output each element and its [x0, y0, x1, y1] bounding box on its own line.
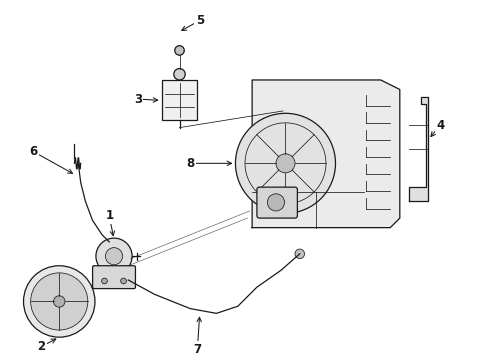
Bar: [162, 80, 197, 121]
Text: 4: 4: [436, 119, 444, 132]
Polygon shape: [252, 80, 400, 228]
Circle shape: [268, 194, 285, 211]
Circle shape: [276, 154, 295, 173]
Text: 5: 5: [196, 14, 204, 27]
Polygon shape: [409, 96, 428, 202]
FancyBboxPatch shape: [93, 266, 135, 289]
Circle shape: [121, 278, 126, 284]
FancyBboxPatch shape: [257, 187, 297, 218]
Circle shape: [101, 278, 107, 284]
Circle shape: [295, 249, 305, 258]
Circle shape: [105, 248, 122, 265]
Text: 3: 3: [134, 93, 142, 105]
Circle shape: [24, 266, 95, 337]
Circle shape: [96, 238, 132, 274]
Circle shape: [175, 46, 184, 55]
Circle shape: [31, 273, 88, 330]
Circle shape: [174, 68, 185, 80]
Text: 6: 6: [29, 145, 37, 158]
Text: 1: 1: [105, 209, 113, 222]
Circle shape: [236, 113, 336, 213]
Text: 8: 8: [186, 157, 195, 170]
Circle shape: [53, 296, 65, 307]
Text: 2: 2: [37, 340, 45, 353]
Text: 7: 7: [194, 343, 201, 356]
